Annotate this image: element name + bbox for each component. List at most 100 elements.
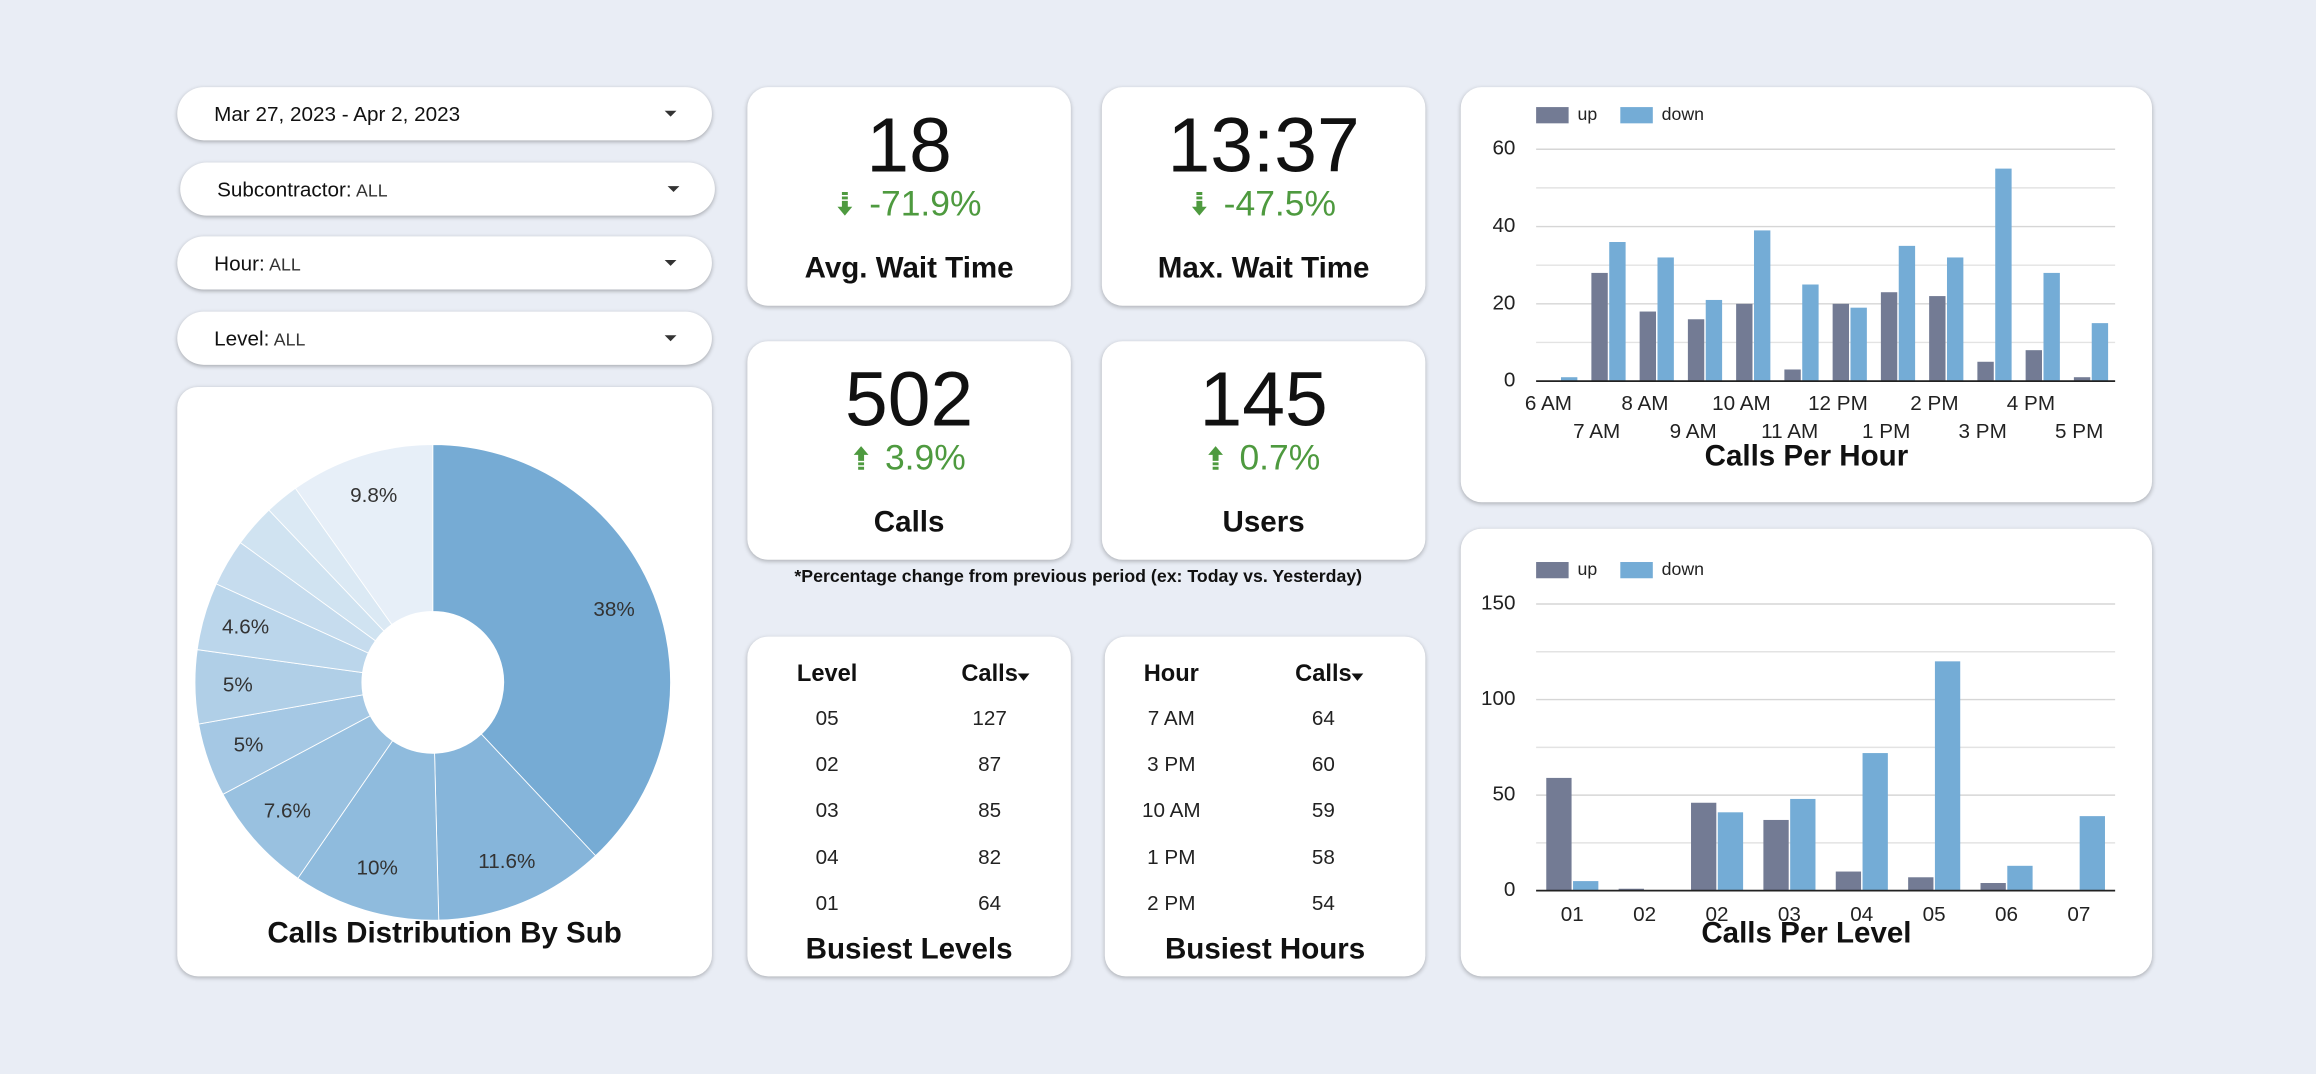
filter-value: ALL	[273, 329, 306, 351]
bar	[1560, 377, 1578, 382]
filter-dropdown[interactable]: Level: ALL	[177, 311, 712, 365]
scorecard: 145 0.7% Users	[1101, 341, 1426, 560]
filter-dropdown[interactable]: Hour: ALL	[177, 236, 712, 290]
bar	[1753, 230, 1771, 382]
x-tick-label: 11 AM	[1761, 420, 1818, 443]
bar	[1736, 303, 1753, 382]
table-cell: 85	[978, 798, 1002, 822]
table-cell: 1 PM	[1147, 844, 1196, 868]
table-cell: 3 PM	[1147, 752, 1196, 776]
column-header[interactable]: Calls	[1242, 662, 1404, 689]
chart-title: Calls Per Level	[1701, 917, 1912, 950]
bar	[1929, 296, 1946, 382]
bar	[1802, 284, 1819, 382]
pie-slice	[297, 740, 440, 921]
column-header[interactable]: Calls	[908, 662, 1070, 689]
metric-label: Calls	[873, 506, 945, 540]
table-cell: 58	[1311, 844, 1335, 868]
bar	[1657, 257, 1674, 382]
bar	[1835, 871, 1862, 891]
legend-label: up	[1577, 104, 1597, 124]
slice-label: 5%	[223, 674, 253, 697]
bar	[1763, 819, 1789, 891]
table-cell: 82	[978, 844, 1002, 868]
filter-label: Hour:	[214, 251, 265, 275]
trend-arrow	[1208, 446, 1224, 470]
bar	[1705, 299, 1723, 382]
chart-card: 0 50 100 150 01 02 02 03 04 05 06 07 up down Calls Per…	[1460, 528, 2153, 977]
chart-title: Calls Distribution By Sub	[267, 917, 622, 950]
x-tick-label: 7 AM	[1573, 420, 1620, 443]
arrow-shape	[838, 192, 853, 216]
slice-label: 4.6%	[222, 615, 269, 638]
y-tick-label: 60	[1492, 137, 1515, 160]
filter-dropdown[interactable]: Mar 27, 2023 - Apr 2, 2023	[177, 87, 712, 141]
y-tick-label: 0	[1504, 369, 1516, 392]
legend-label: down	[1662, 559, 1704, 579]
filter-label: Subcontractor:	[217, 177, 352, 201]
arrow-shape	[1208, 446, 1224, 470]
table-cell: 04	[815, 844, 839, 868]
y-tick-label: 20	[1492, 291, 1515, 314]
metric-label: Users	[1222, 506, 1305, 540]
filter-value: ALL	[356, 180, 388, 201]
bar	[1980, 883, 2006, 891]
x-tick-label: 2 PM	[1910, 392, 1958, 415]
pie-slice	[294, 444, 434, 626]
chart: 38% 11.6% 10% 7.6% 5% 5% 4.6% 9.8%	[194, 444, 671, 921]
bar	[1790, 798, 1816, 891]
change-text: -71.9%	[869, 184, 982, 225]
slice-label: 7.6%	[264, 800, 311, 823]
bar	[2073, 377, 2091, 382]
bar	[1898, 245, 1916, 382]
table-title: Busiest Hours	[1164, 933, 1366, 966]
column-header: Hour	[1143, 661, 1199, 687]
trend-arrow	[1192, 192, 1208, 216]
x-tick-label: 1 PM	[1862, 420, 1910, 443]
x-tick-label: 8 AM	[1621, 392, 1668, 415]
bar	[1850, 307, 1867, 382]
sort-arrow	[1351, 673, 1364, 681]
legend-label: down	[1662, 104, 1704, 124]
table-cell: 59	[1311, 798, 1335, 822]
arrow-shape	[853, 446, 869, 470]
metric-change: -71.9%	[747, 185, 1070, 226]
bar	[2043, 272, 2060, 382]
bar	[1546, 777, 1572, 891]
filter-dropdown[interactable]: Subcontractor: ALL	[180, 162, 715, 216]
x-tick-label: 02	[1706, 903, 1729, 926]
bar	[2079, 816, 2105, 891]
metric-change: 3.9%	[747, 439, 1070, 480]
bar	[2091, 323, 2109, 382]
table-cell: 01	[815, 890, 839, 914]
bar	[1618, 888, 1644, 891]
slice-label: 9.8%	[350, 484, 397, 507]
metric-value: 18	[866, 103, 952, 190]
arrow-shape	[1192, 192, 1208, 216]
table-title: Busiest Levels	[805, 933, 1013, 966]
x-tick-label: 03	[1778, 903, 1801, 926]
change-text: 3.9%	[884, 438, 966, 479]
filter-value: ALL	[269, 254, 301, 275]
table-cell: 64	[978, 890, 1002, 914]
table-cell: 87	[978, 752, 1002, 776]
pie-slice	[432, 444, 671, 857]
filter-label: Mar 27, 2023 - Apr 2, 2023	[214, 101, 461, 126]
bar	[1639, 311, 1657, 382]
dropdown-caret	[664, 335, 677, 342]
table-cell: 03	[815, 798, 839, 822]
metric-label: Max. Wait Time	[1157, 252, 1370, 286]
bar	[1934, 661, 1961, 891]
x-tick-label: 5 PM	[2055, 420, 2103, 443]
table-cell: 2 PM	[1147, 890, 1196, 914]
bar	[1862, 753, 1888, 891]
column-header: Level	[796, 661, 858, 687]
bar	[1946, 257, 1964, 382]
filter-label: Level:	[214, 326, 270, 351]
table-cell: 64	[1311, 706, 1335, 730]
table-cell: 127	[972, 706, 1007, 730]
x-tick-label: 6 AM	[1525, 392, 1572, 415]
metric-value: 502	[845, 357, 974, 444]
change-text: -47.5%	[1223, 184, 1337, 225]
